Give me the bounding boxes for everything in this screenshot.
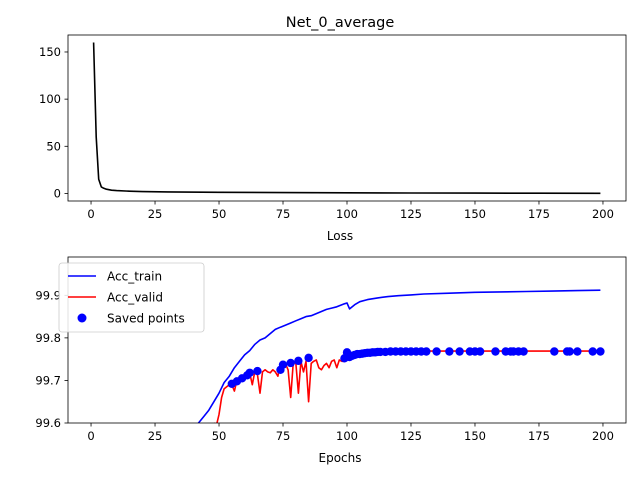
accuracy-x-tick-label: 200 bbox=[592, 429, 614, 443]
loss-x-tick-label: 25 bbox=[148, 207, 163, 221]
legend-saved-label: Saved points bbox=[107, 312, 185, 326]
acc-train-line bbox=[197, 289, 601, 423]
loss-x-axis-label: Loss bbox=[327, 229, 353, 243]
accuracy-y-tick-label: 99.9 bbox=[35, 288, 61, 302]
loss-x-tick-label: 0 bbox=[87, 207, 94, 221]
saved-points-point bbox=[550, 347, 559, 356]
accuracy-series-layer bbox=[197, 289, 605, 423]
loss-x-tick-label: 200 bbox=[592, 207, 614, 221]
saved-points-point bbox=[278, 360, 288, 369]
loss-line bbox=[92, 42, 601, 195]
saved-points-point bbox=[253, 366, 262, 376]
saved-points-point bbox=[565, 347, 574, 356]
saved-points-point bbox=[294, 356, 303, 366]
loss-x-tick-label: 50 bbox=[212, 207, 227, 221]
saved-points-point bbox=[491, 347, 500, 356]
saved-points-point bbox=[475, 347, 485, 356]
saved-points-point bbox=[455, 347, 464, 356]
legend-train-label: Acc_train bbox=[107, 270, 162, 284]
loss-series-layer bbox=[92, 42, 601, 195]
saved-points-point bbox=[422, 347, 431, 356]
loss-y-axis: 0 50 100 150 bbox=[39, 45, 68, 200]
accuracy-y-axis: 99.6 99.7 99.8 99.9 bbox=[35, 288, 68, 430]
accuracy-x-axis-label: Epochs bbox=[319, 451, 362, 465]
loss-x-tick-label: 150 bbox=[464, 207, 486, 221]
legend-valid-label: Acc_valid bbox=[107, 291, 163, 305]
accuracy-x-axis: 0 25 50 75 100 125 150 175 200 bbox=[87, 423, 614, 443]
accuracy-x-tick-label: 0 bbox=[87, 429, 94, 443]
loss-x-axis: 0 25 50 75 100 125 150 175 200 bbox=[87, 201, 614, 221]
accuracy-y-tick-label: 99.8 bbox=[35, 331, 61, 345]
saved-points-point bbox=[286, 358, 295, 368]
accuracy-x-tick-label: 100 bbox=[336, 429, 358, 443]
loss-x-tick-label: 175 bbox=[528, 207, 550, 221]
accuracy-x-tick-label: 175 bbox=[528, 429, 550, 443]
loss-x-tick-label: 75 bbox=[276, 207, 291, 221]
loss-x-tick-label: 100 bbox=[336, 207, 358, 221]
legend-box bbox=[58, 262, 205, 333]
accuracy-y-tick-label: 99.6 bbox=[35, 416, 61, 430]
legend-saved-swatch bbox=[77, 313, 87, 323]
loss-x-tick-label: 125 bbox=[400, 207, 422, 221]
saved-points-point bbox=[304, 353, 313, 363]
saved-points-point bbox=[432, 347, 441, 356]
legend: Acc_train Acc_valid Saved points bbox=[58, 262, 205, 333]
saved-points-point bbox=[445, 347, 454, 356]
accuracy-y-tick-label: 99.7 bbox=[35, 373, 61, 387]
accuracy-x-tick-label: 150 bbox=[464, 429, 486, 443]
saved-points-point bbox=[519, 347, 528, 356]
saved-points-point bbox=[245, 368, 254, 377]
saved-points-point bbox=[596, 347, 605, 356]
loss-y-tick-label: 150 bbox=[39, 45, 61, 59]
loss-plot: Net_0_average 0 25 50 75 100 125 150 175 200 0 50… bbox=[39, 15, 627, 243]
accuracy-x-tick-label: 125 bbox=[400, 429, 422, 443]
loss-y-tick-label: 0 bbox=[54, 186, 61, 200]
loss-y-tick-label: 100 bbox=[39, 92, 61, 106]
accuracy-plot: 0 25 50 75 100 125 150 175 200 99.699.799.899.9 … bbox=[35, 256, 627, 465]
accuracy-x-tick-label: 50 bbox=[212, 429, 227, 443]
saved-points-point bbox=[573, 347, 582, 356]
loss-plot-title: Net_0_average bbox=[286, 15, 395, 31]
saved-points-point bbox=[588, 347, 597, 356]
loss-y-tick-label: 50 bbox=[46, 139, 61, 153]
accuracy-x-tick-label: 75 bbox=[276, 429, 291, 443]
accuracy-x-tick-label: 25 bbox=[148, 429, 163, 443]
